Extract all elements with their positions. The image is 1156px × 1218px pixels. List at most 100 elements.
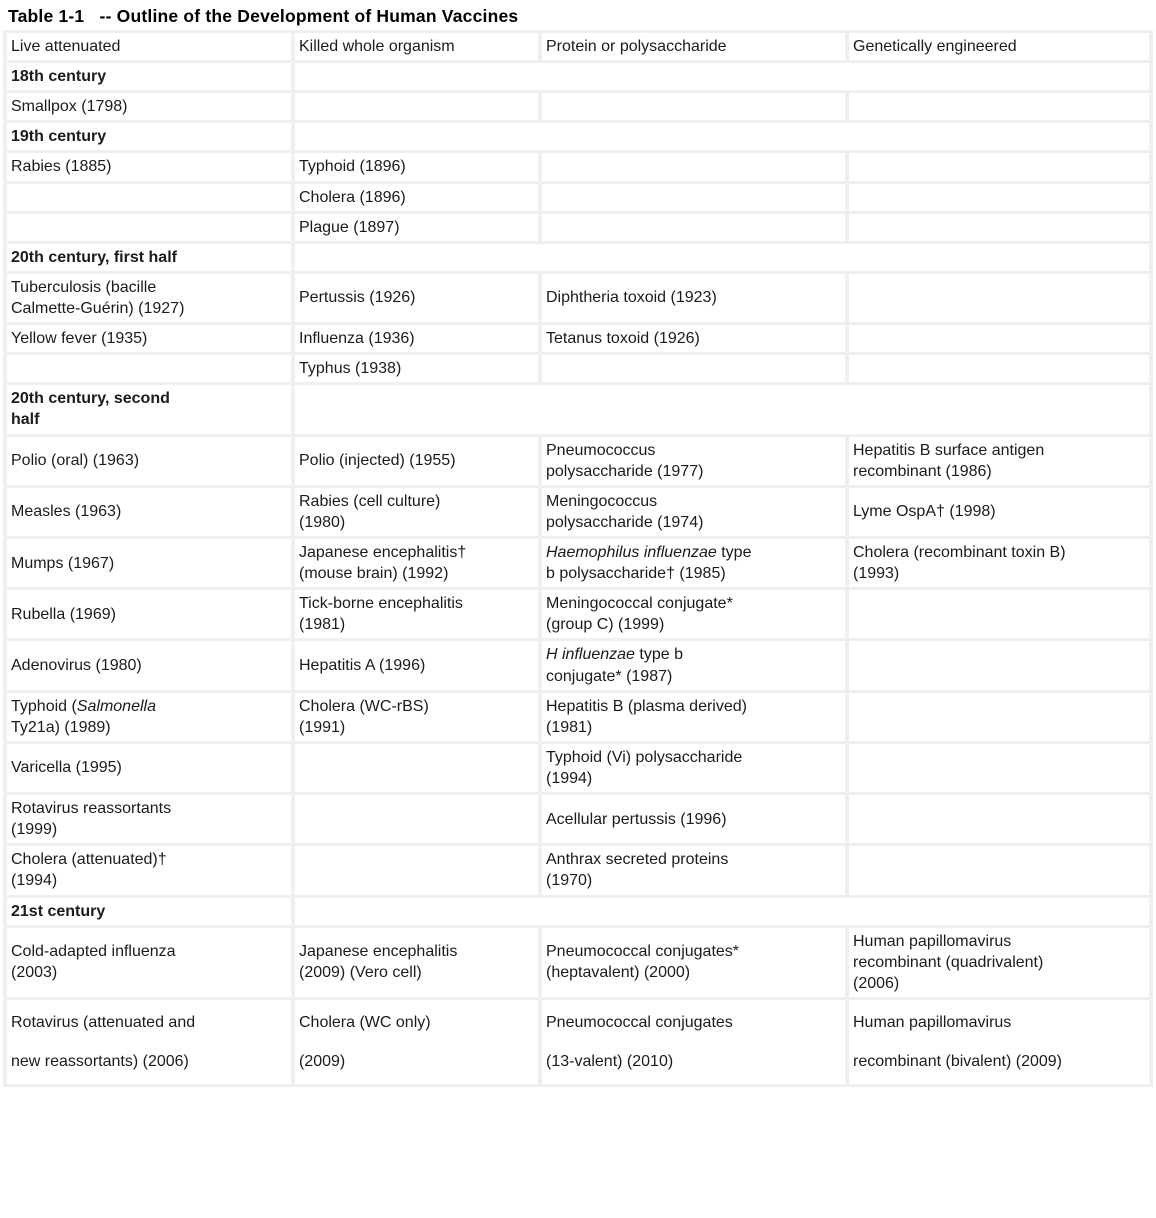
table-cell: Typhus (1938) bbox=[295, 355, 538, 383]
table-row: Adenovirus (1980) Hepatitis A (1996) H inf… bbox=[7, 641, 1149, 690]
table-cell bbox=[849, 743, 1149, 793]
table-cell bbox=[849, 213, 1149, 241]
table-row: Smallpox (1798) bbox=[7, 93, 1149, 121]
table-cell: Cholera (attenuated)† (1994) bbox=[7, 846, 291, 895]
table-cell bbox=[849, 273, 1149, 323]
table-row: Measles (1963) Rabies (cell culture) (198… bbox=[7, 487, 1149, 536]
table-row: Typhus (1938) bbox=[7, 355, 1149, 383]
section-row-spacer bbox=[295, 385, 1149, 434]
table-cell bbox=[542, 213, 845, 241]
table-row: Mumps (1967) Japanese encephalitis† (mous… bbox=[7, 538, 1149, 588]
table-cell: Influenza (1936) bbox=[295, 325, 538, 353]
table-cell bbox=[542, 153, 845, 181]
table-cell bbox=[7, 183, 291, 211]
table-cell: Meningococcus polysaccharide (1974) bbox=[542, 487, 845, 536]
table-row: Rotavirus reassortants (1999) Acellular p… bbox=[7, 795, 1149, 844]
table-cell: Tuberculosis (bacille Calmette-Guérin) (… bbox=[7, 273, 291, 323]
table-cell bbox=[849, 325, 1149, 353]
section-row: 18th century bbox=[7, 63, 1149, 91]
table-row: Cold-adapted influenza (2003) Japanese en… bbox=[7, 927, 1149, 997]
table-cell: Polio (oral) (1963) bbox=[7, 436, 291, 485]
section-row: 21st century bbox=[7, 897, 1149, 925]
column-header: Genetically engineered bbox=[849, 33, 1149, 61]
table-cell: Polio (injected) (1955) bbox=[295, 436, 538, 485]
table-cell: Rotavirus reassortants (1999) bbox=[7, 795, 291, 844]
section-row-label: 19th century bbox=[7, 123, 291, 151]
table-cell: Hepatitis B surface antigen recombinant … bbox=[849, 436, 1149, 485]
table-row: Cholera (attenuated)† (1994) Anthrax secr… bbox=[7, 846, 1149, 895]
column-header: Killed whole organism bbox=[295, 33, 538, 61]
table-row: Yellow fever (1935) Influenza (1936) Tetan… bbox=[7, 325, 1149, 353]
table-cell: Pertussis (1926) bbox=[295, 273, 538, 323]
section-row-spacer bbox=[295, 63, 1149, 91]
italic-species-name: Salmonella bbox=[76, 697, 156, 715]
table-row: Rotavirus (attenuated and new reassortan… bbox=[7, 999, 1149, 1085]
table-cell: Rabies (cell culture) (1980) bbox=[295, 487, 538, 536]
table-cell: Hepatitis B (plasma derived) (1981) bbox=[542, 692, 845, 741]
table-cell: Typhoid (Salmonella Ty21a) (1989) bbox=[7, 692, 291, 741]
header-row: Live attenuated Killed whole organism Prot… bbox=[7, 33, 1149, 61]
table-cell: Pneumococcal conjugates (13-valent) (201… bbox=[542, 999, 845, 1085]
table-cell: Cholera (WC only) (2009) bbox=[295, 999, 538, 1085]
table-cell: Typhoid (1896) bbox=[295, 153, 538, 181]
table-row: Cholera (1896) bbox=[7, 183, 1149, 211]
table-cell: Lyme OspA† (1998) bbox=[849, 487, 1149, 536]
section-row-label: 20th century, second half bbox=[7, 385, 291, 434]
table-cell bbox=[849, 153, 1149, 181]
table-cell bbox=[849, 641, 1149, 690]
table-cell bbox=[7, 213, 291, 241]
table-row: Tuberculosis (bacille Calmette-Guérin) (… bbox=[7, 273, 1149, 323]
table-cell bbox=[849, 93, 1149, 121]
section-row-label: 20th century, first half bbox=[7, 243, 291, 271]
table-cell: Varicella (1995) bbox=[7, 743, 291, 793]
table-cell bbox=[849, 183, 1149, 211]
table-cell bbox=[849, 692, 1149, 741]
table-cell: Hepatitis A (1996) bbox=[295, 641, 538, 690]
table-cell: Cold-adapted influenza (2003) bbox=[7, 927, 291, 997]
table-cell: Adenovirus (1980) bbox=[7, 641, 291, 690]
section-row-spacer bbox=[295, 243, 1149, 271]
table-cell bbox=[295, 795, 538, 844]
table-cell: H influenzae type b conjugate* (1987) bbox=[542, 641, 845, 690]
table-cell: Mumps (1967) bbox=[7, 538, 291, 588]
table-cell: Cholera (recombinant toxin B) (1993) bbox=[849, 538, 1149, 588]
table-row: Typhoid (Salmonella Ty21a) (1989) Cholera… bbox=[7, 692, 1149, 741]
table-cell: Rotavirus (attenuated and new reassortan… bbox=[7, 999, 291, 1085]
section-row-spacer bbox=[295, 897, 1149, 925]
table-cell bbox=[542, 93, 845, 121]
table-cell: Pneumococcal conjugates* (heptavalent) (… bbox=[542, 927, 845, 997]
table-cell bbox=[295, 846, 538, 895]
section-row: 20th century, first half bbox=[7, 243, 1149, 271]
table-cell: Human papillomavirus recombinant (bivale… bbox=[849, 999, 1149, 1085]
table-row: Polio (oral) (1963) Polio (injected) (195… bbox=[7, 436, 1149, 485]
vaccine-table: Live attenuated Killed whole organism Prot… bbox=[3, 30, 1153, 1088]
table-cell bbox=[849, 846, 1149, 895]
table-cell: Diphtheria toxoid (1923) bbox=[542, 273, 845, 323]
column-header: Live attenuated bbox=[7, 33, 291, 61]
table-cell: Anthrax secreted proteins (1970) bbox=[542, 846, 845, 895]
italic-species-name: Haemophilus influenzae bbox=[546, 543, 717, 561]
section-row: 20th century, second half bbox=[7, 385, 1149, 434]
table-cell bbox=[849, 355, 1149, 383]
table-cell: Typhoid (Vi) polysaccharide (1994) bbox=[542, 743, 845, 793]
table-cell: Japanese encephalitis (2009) (Vero cell) bbox=[295, 927, 538, 997]
table-cell: Rabies (1885) bbox=[7, 153, 291, 181]
table-cell: Haemophilus influenzae type b polysaccha… bbox=[542, 538, 845, 588]
table-cell bbox=[849, 795, 1149, 844]
italic-species-name: H influenzae bbox=[546, 646, 635, 664]
table-cell: Tick-borne encephalitis (1981) bbox=[295, 590, 538, 639]
table-cell: Pneumococcus polysaccharide (1977) bbox=[542, 436, 845, 485]
table-cell: Japanese encephalitis† (mouse brain) (19… bbox=[295, 538, 538, 588]
table-cell: Acellular pertussis (1996) bbox=[542, 795, 845, 844]
table-row: Plague (1897) bbox=[7, 213, 1149, 241]
table-cell: Smallpox (1798) bbox=[7, 93, 291, 121]
table-cell: Meningococcal conjugate* (group C) (1999… bbox=[542, 590, 845, 639]
table-cell: Tetanus toxoid (1926) bbox=[542, 325, 845, 353]
column-header: Protein or polysaccharide bbox=[542, 33, 845, 61]
section-row: 19th century bbox=[7, 123, 1149, 151]
table-cell bbox=[295, 93, 538, 121]
table-body: 18th century Smallpox (1798) 19th century R… bbox=[7, 63, 1149, 1085]
table-cell bbox=[542, 355, 845, 383]
table-cell: Plague (1897) bbox=[295, 213, 538, 241]
table-cell bbox=[542, 183, 845, 211]
